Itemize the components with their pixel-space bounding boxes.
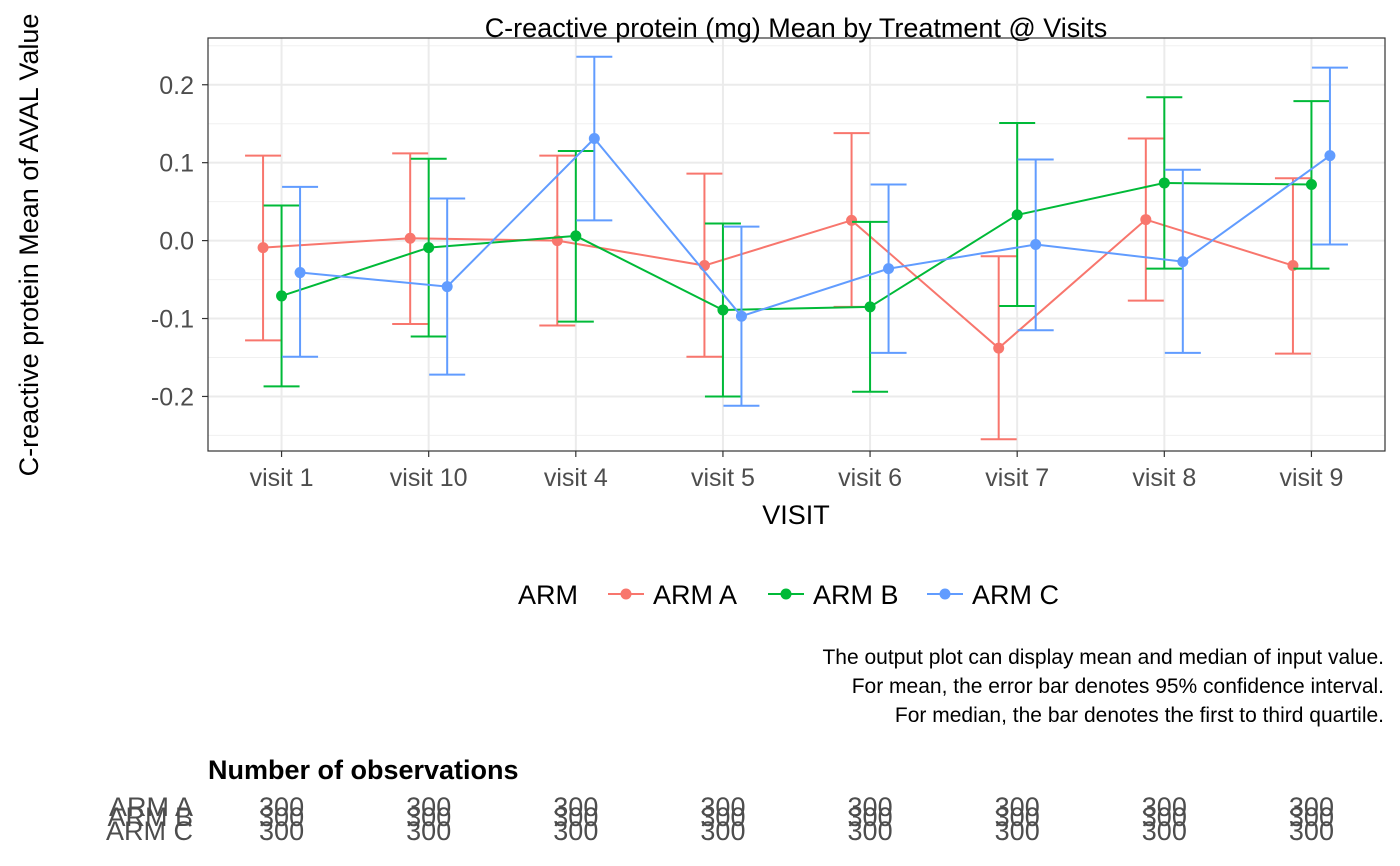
observations-cell: 300 [848,802,893,832]
series-line [262,218,1294,350]
y-tick-label: -0.2 [151,383,194,411]
observations-cell: 300 [406,802,451,832]
series-line [299,137,1331,318]
data-point [993,342,1005,354]
data-point [257,242,269,254]
observations-cell: 300 [1142,792,1187,822]
legend: ARM ARM A ARM B ARM C [518,580,1059,610]
data-point [441,281,453,293]
x-tick-label: visit 6 [838,464,902,492]
observations-cell: 300 [553,792,598,822]
data-point [276,290,288,302]
observations-cell: 300 [553,802,598,832]
x-tick-label: visit 1 [250,464,314,492]
y-axis-title: C-reactive protein Mean of AVAL Value [14,14,44,477]
observations-cell: 300 [995,816,1040,846]
legend-item: ARM A [608,580,737,610]
observations-row: ARM C 300 300 300 300 300 300 300 300 [106,816,1334,846]
data-point [864,301,876,313]
observations-cell: 300 [259,802,304,832]
y-tick-label: 0.2 [159,72,194,100]
observations-cell: 300 [700,792,745,822]
observations-cell: 300 [1142,816,1187,846]
series-arm-a [245,132,1311,441]
observations-row-label: ARM C [106,816,193,846]
x-tick-label: visit 7 [985,464,1049,492]
observations-cell: 300 [1142,802,1187,832]
data-point [1140,214,1152,226]
footnote-line: For median, the bar denotes the first to… [895,704,1384,727]
data-point [294,267,306,279]
data-point [588,133,600,145]
x-tick-label: visit 5 [691,464,755,492]
legend-title: ARM [518,580,578,610]
series-line [281,181,1312,311]
legend-label: ARM B [813,580,899,610]
observations-cell: 300 [553,816,598,846]
observations-cell: 300 [1289,792,1334,822]
observations-row: ARM B 300 300 300 300 300 300 300 300 [107,802,1333,832]
observations-table-title: Number of observations [208,755,519,785]
y-tick-label: 0.1 [159,150,194,178]
data-point [1011,209,1023,221]
footnote-line: For mean, the error bar denotes 95% conf… [852,675,1384,698]
footnote-line: The output plot can display mean and med… [822,646,1384,669]
legend-item: ARM C [927,580,1059,610]
data-point [423,242,435,254]
chart-title: C-reactive protein (mg) Mean by Treatmen… [485,13,1108,43]
legend-label: ARM A [653,580,737,610]
data-point [1177,256,1189,268]
data-point [1030,239,1042,250]
grid-major [208,38,1385,451]
legend-item: ARM B [768,580,899,610]
data-point [1324,150,1336,162]
data-point [846,214,858,226]
legend-key-point [939,588,951,600]
observations-cell: 300 [259,816,304,846]
plot-marks [245,55,1348,441]
grid-minor [208,45,1385,436]
data-point [570,230,582,242]
y-tick-label: 0.0 [159,228,194,256]
observations-row-label: ARM B [107,802,193,832]
legend-label: ARM C [972,580,1059,610]
axes: 0.2 0.1 0.0 -0.1 -0.2 visit 1 visit 10 visit 4 v… [151,72,1343,492]
observations-row: ARM A 300 300 300 300 300 300 300 300 [109,792,1334,822]
observations-row-label: ARM A [109,792,193,822]
data-point [1305,178,1317,190]
observations-cell: 300 [259,792,304,822]
footnote: The output plot can display mean and med… [822,646,1384,727]
observations-table: Number of observations ARM A 300 300 300 300… [106,755,1334,846]
x-tick-label: visit 10 [390,464,468,492]
observations-cell: 300 [1289,802,1334,832]
observations-cell: 300 [1289,816,1334,846]
observations-cell: 300 [995,792,1040,822]
x-tick-label: visit 4 [544,464,608,492]
series-arm-c [282,55,1348,407]
x-axis-title: VISIT [762,500,830,530]
data-point [404,232,416,244]
data-point [1158,177,1170,189]
legend-key-point [620,588,632,600]
observations-cell: 300 [700,816,745,846]
legend-key-point [780,588,792,600]
observations-cell: 300 [995,802,1040,832]
observations-cell: 300 [848,816,893,846]
observations-cell: 300 [700,802,745,832]
x-tick-label: visit 8 [1132,464,1196,492]
observations-cell: 300 [406,792,451,822]
y-tick-label: -0.1 [151,306,194,334]
x-tick-label: visit 9 [1279,464,1343,492]
observations-cell: 300 [848,792,893,822]
observations-cell: 300 [406,816,451,846]
data-point [735,310,747,322]
series-arm-b [263,96,1330,398]
data-point [717,304,729,316]
plot-panel [207,37,1386,452]
data-point [883,263,895,275]
